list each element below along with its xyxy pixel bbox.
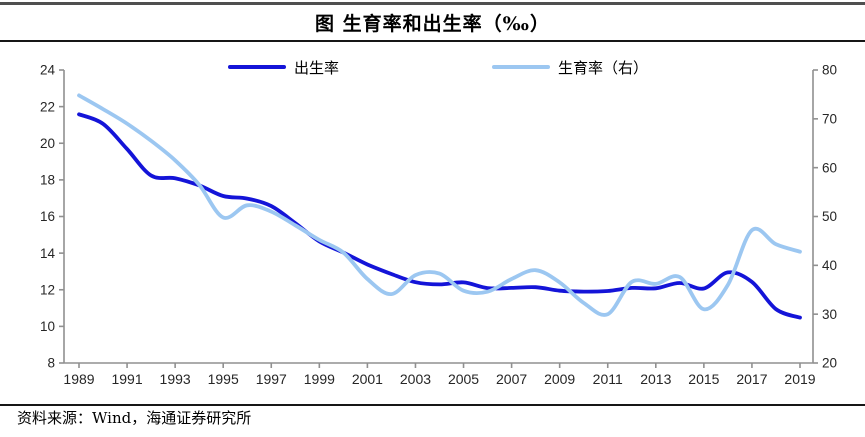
chart-legend: 出生率 生育率（右） (0, 57, 865, 77)
top-divider (0, 2, 865, 5)
right-axis-tick-label: 80 (822, 63, 837, 78)
right-axis-tick-label: 40 (822, 258, 837, 273)
left-axis-tick-label: 8 (47, 356, 55, 371)
x-axis-tick-label: 2019 (784, 371, 815, 387)
legend-item-fertility-rate: 生育率（右） (492, 57, 648, 77)
fertility-rate-line-swatch (492, 65, 550, 69)
source-note: 资料来源：Wind，海通证券研究所 (17, 409, 252, 427)
right-axis-tick-label: 20 (822, 356, 837, 371)
legend-label-fertility-rate: 生育率（右） (558, 58, 649, 77)
left-axis-tick-label: 14 (40, 246, 56, 261)
left-axis-tick-label: 10 (40, 319, 55, 334)
x-axis-tick-label: 2013 (640, 371, 671, 387)
x-axis-tick-label: 2015 (688, 371, 719, 387)
x-axis-tick-label: 1993 (160, 371, 191, 387)
x-axis-tick-label: 1989 (63, 371, 94, 387)
left-axis-tick-label: 20 (40, 136, 55, 151)
left-axis-tick-label: 24 (40, 63, 56, 78)
x-axis-tick-label: 2011 (593, 371, 623, 387)
x-axis-tick-label: 1991 (111, 371, 142, 387)
footer-divider (0, 404, 865, 406)
birth-rate-line-swatch (228, 65, 286, 69)
birth-rate-series-line (77, 112, 802, 320)
page-title: 图 生育率和出生率（‰） (315, 13, 550, 35)
legend-item-birth-rate: 出生率 (228, 57, 339, 77)
x-axis-tick-label: 1997 (256, 371, 287, 387)
title-divider (0, 40, 865, 42)
x-axis-tick-label: 2001 (352, 371, 383, 387)
x-axis-tick-label: 1995 (208, 371, 239, 387)
right-axis-tick-label: 50 (822, 209, 837, 224)
left-axis-tick-label: 16 (40, 209, 55, 224)
right-axis-tick-label: 70 (822, 112, 837, 127)
left-axis-tick-label: 22 (40, 99, 55, 114)
legend-label-birth-rate: 出生率 (294, 58, 340, 77)
x-axis-tick-label: 1999 (304, 371, 335, 387)
left-axis-tick-label: 18 (40, 173, 55, 188)
right-axis-tick-label: 30 (822, 307, 837, 322)
x-axis-tick-label: 2003 (400, 371, 431, 387)
x-axis-tick-label: 2007 (496, 371, 527, 387)
x-axis-tick-label: 2009 (544, 371, 575, 387)
header: 图 生育率和出生率（‰） (0, 5, 865, 40)
x-axis-tick-label: 2017 (736, 371, 767, 387)
fertility-rate-series-line (77, 93, 802, 317)
right-axis-tick-label: 60 (822, 160, 837, 175)
x-axis-tick-label: 2005 (448, 371, 479, 387)
left-axis-tick-label: 12 (40, 282, 55, 297)
